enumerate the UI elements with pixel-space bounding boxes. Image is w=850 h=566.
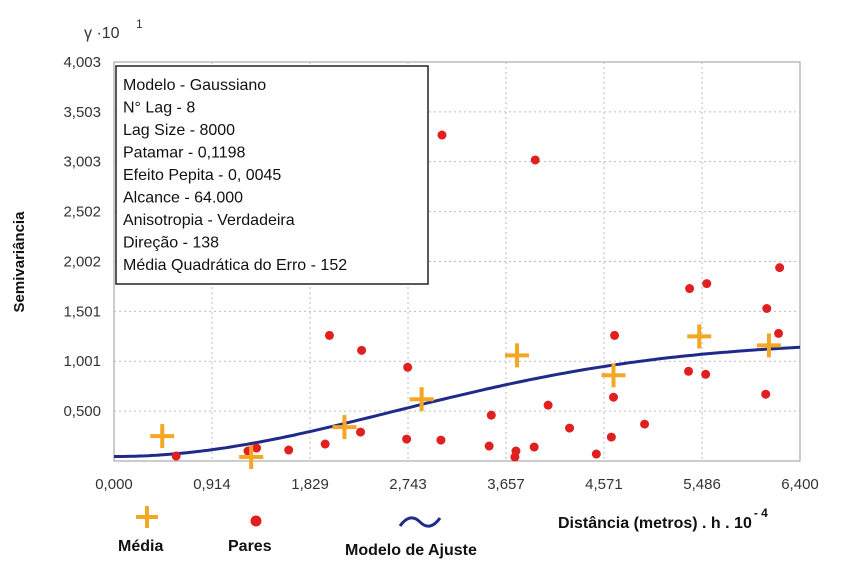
x-tick-label: 0,000 [95, 476, 133, 493]
pares-point [701, 369, 711, 379]
legend-model-label: Modelo de Ajuste [345, 542, 477, 559]
x-tick-labels: 0,000 0,914 1,829 2,743 3,657 4,571 5,486 6,400 [95, 476, 819, 493]
legend-pares-marker [250, 515, 262, 527]
info-line: N° Lag - 8 [123, 100, 195, 117]
y-axis-label: Semivariância [11, 211, 28, 313]
media-point [756, 333, 781, 358]
y-unit-exponent: 1 [136, 17, 143, 31]
pares-point [436, 435, 446, 445]
pares-point [606, 432, 616, 442]
pares-point [702, 279, 712, 289]
pares-point [761, 389, 771, 399]
x-axis-exponent: - 4 [754, 506, 768, 520]
y-unit-label: γ ·10 [84, 25, 120, 42]
pares-point [171, 451, 181, 461]
pares-point [324, 330, 334, 340]
x-tick-label: 0,914 [193, 476, 231, 493]
info-line: Anisotropia - Verdadeira [123, 212, 295, 229]
media-point [505, 343, 530, 368]
pares-point [484, 441, 494, 451]
pares-point [320, 439, 330, 449]
x-tick-label: 4,571 [585, 476, 623, 493]
media-point [409, 387, 434, 412]
x-tick-label: 6,400 [781, 476, 819, 493]
pares-point [486, 410, 496, 420]
info-line: Alcance - 64.000 [123, 190, 243, 207]
pares-point [685, 284, 695, 294]
info-line: Patamar - 0,1198 [123, 145, 246, 162]
legend-model-marker [398, 516, 442, 528]
info-line: Média Quadrática do Erro - 152 [123, 257, 347, 274]
y-tick-label: 2,002 [63, 253, 101, 270]
y-tick-label: 0,500 [63, 403, 101, 420]
pares-point [565, 423, 575, 433]
media-point [601, 363, 626, 388]
pares-point [543, 400, 553, 410]
pares-point [356, 427, 366, 437]
pares-point [530, 155, 540, 165]
media-point [150, 424, 175, 449]
y-tick-label: 3,003 [63, 154, 101, 171]
pares-point [437, 130, 447, 140]
pares-point [774, 328, 784, 338]
y-tick-label: 1,501 [63, 303, 101, 320]
y-tick-label: 4,003 [63, 54, 101, 71]
pares-point [403, 362, 413, 372]
info-line: Modelo - Gaussiano [123, 77, 266, 94]
media-point [332, 415, 357, 440]
legend: Média Pares Modelo de Ajuste [118, 506, 477, 559]
pares-point [591, 449, 601, 459]
model-curve [114, 345, 801, 458]
y-tick-label: 3,503 [63, 104, 101, 121]
info-line: Direção - 138 [123, 235, 219, 252]
pares-point [357, 345, 367, 355]
info-line: Lag Size - 8000 [123, 122, 235, 139]
pares-point [402, 434, 412, 444]
y-tick-label: 2,502 [63, 204, 101, 221]
info-line: Efeito Pepita - 0, 0045 [123, 167, 281, 184]
media-point [239, 445, 264, 470]
info-box [115, 65, 429, 285]
legend-pares-label: Pares [228, 538, 272, 555]
y-tick-label: 1,001 [63, 353, 101, 370]
media-point [687, 324, 712, 349]
pares-point [284, 445, 294, 455]
pares-point [762, 303, 772, 313]
media-points [150, 324, 781, 470]
pares-point [610, 330, 620, 340]
pares-point [608, 392, 618, 402]
pares-point [640, 419, 650, 429]
pares-point [529, 442, 539, 452]
pares-points [171, 130, 785, 462]
x-tick-label: 3,657 [487, 476, 525, 493]
x-tick-label: 5,486 [683, 476, 721, 493]
legend-media-marker [136, 506, 158, 528]
x-axis-label: Distância (metros) . h . 10 [558, 515, 752, 532]
x-tick-label: 1,829 [291, 476, 329, 493]
pares-point [252, 443, 262, 453]
info-box-lines: Modelo - Gaussiano N° Lag - 8 Lag Size - 8… [123, 77, 347, 274]
pares-point [775, 263, 785, 273]
pares-point [684, 366, 694, 376]
pares-point [511, 446, 521, 456]
legend-media-label: Média [118, 538, 163, 555]
y-tick-labels: 0,500 1,001 1,501 2,002 2,502 3,003 3,503 4,003 [63, 54, 101, 420]
x-tick-label: 2,743 [389, 476, 427, 493]
